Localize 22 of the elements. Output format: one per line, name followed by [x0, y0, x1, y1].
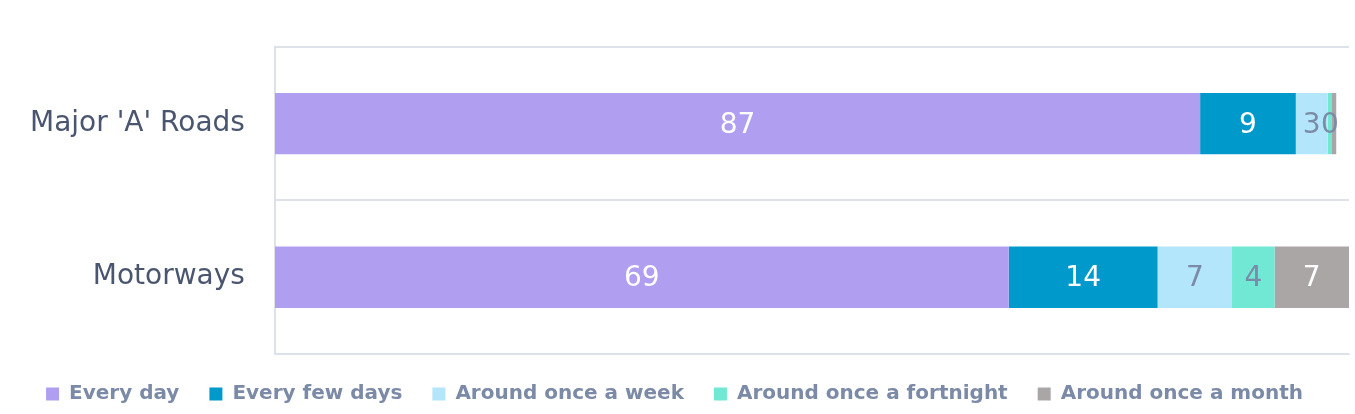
bar: [274, 246, 1009, 308]
y-tick-label: Major 'A' Roads: [30, 104, 245, 138]
data-label: 4: [1244, 260, 1263, 294]
bar: [1008, 246, 1158, 308]
legend-label: Every few days: [232, 380, 403, 405]
bar: [1274, 246, 1349, 308]
legend-label: Around once a week: [455, 380, 685, 405]
data-label: 69: [624, 260, 660, 294]
legend-label: Around once a fortnight: [736, 380, 1009, 405]
bar: [274, 92, 1201, 155]
legend-label: Every day: [69, 380, 180, 405]
data-label: 7: [1185, 260, 1204, 294]
bar: [1157, 246, 1233, 308]
data-label: 9: [1239, 106, 1257, 140]
data-label: 14: [1065, 260, 1101, 294]
data-label: 87: [719, 106, 756, 140]
bar: [1232, 246, 1275, 308]
bar: [1200, 92, 1296, 155]
y-tick-label: Motorways: [92, 258, 245, 292]
data-label: 3: [1302, 106, 1321, 140]
legend-label: Around once a month: [1060, 380, 1303, 405]
data-label: 7: [1302, 260, 1321, 294]
